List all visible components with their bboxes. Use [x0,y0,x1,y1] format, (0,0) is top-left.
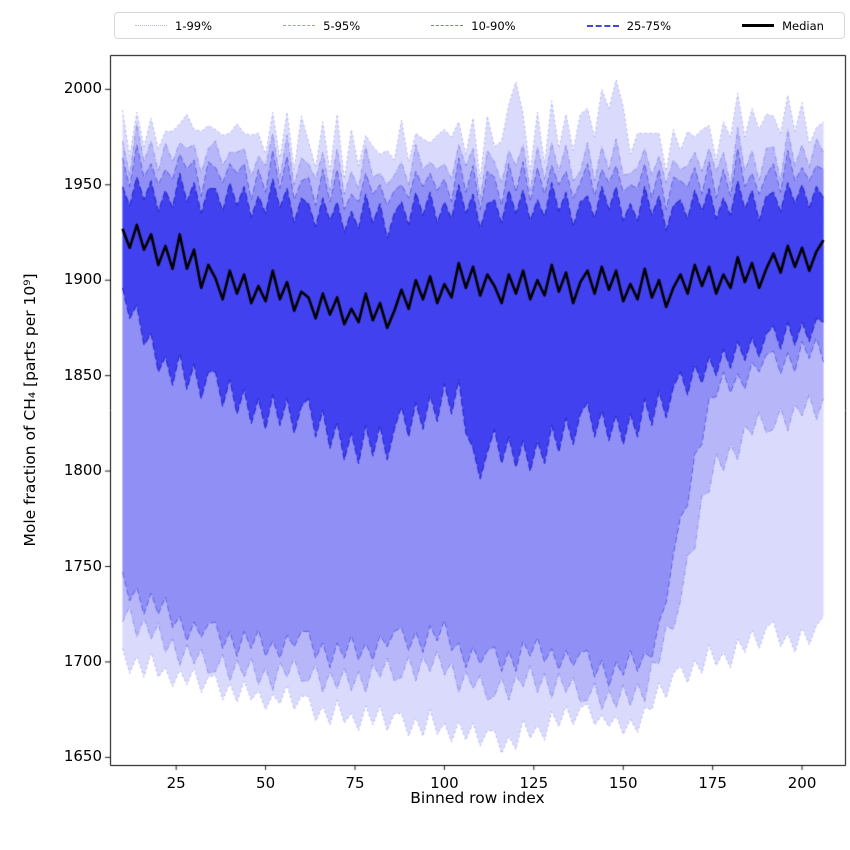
x-tick-label: 200 [787,774,817,792]
band-25-75-swatch-icon [586,24,619,27]
y-axis-label: Mole fraction of CH₄ [parts per 10⁹] [21,273,39,547]
y-tick-label: 2000 [63,79,102,98]
y-tick-label: 1900 [63,270,102,289]
legend-label: Median [782,18,824,33]
x-tick-label: 125 [519,774,549,792]
legend-item-median: Median [742,19,824,33]
y-tick-label: 1650 [63,747,102,766]
y-tick-label: 1850 [63,365,102,384]
legend-item-5-95: 5-95% [283,19,360,33]
legend: 1-99% 5-95% 10-90% 25-75% Median [114,12,845,39]
legend-label: 1-99% [175,18,213,33]
legend-item-25-75: 25-75% [586,18,672,33]
legend-label: 25-75% [626,18,672,33]
band-5-95-swatch-icon [283,25,316,26]
x-axis-label: Binned row index [410,789,545,807]
band-1-99-swatch-icon [135,25,167,26]
x-tick-label: 150 [608,774,638,792]
y-tick-label: 1800 [63,461,102,480]
y-tick-label: 1700 [63,651,102,670]
x-tick-label: 75 [345,774,365,792]
x-tick-label: 25 [166,774,186,792]
legend-item-10-90: 10-90% [431,18,516,33]
legend-item-1-99: 1-99% [135,19,212,33]
band-10-90-swatch-icon [431,25,464,26]
median-swatch-icon [742,24,775,27]
x-tick-label: 175 [698,774,727,792]
x-tick-label: 100 [430,774,459,792]
y-tick-label: 1950 [63,174,102,193]
x-tick-label: 50 [256,774,276,792]
y-tick-label: 1750 [63,556,102,575]
legend-label: 5-95% [323,18,361,33]
legend-label: 10-90% [471,18,516,33]
